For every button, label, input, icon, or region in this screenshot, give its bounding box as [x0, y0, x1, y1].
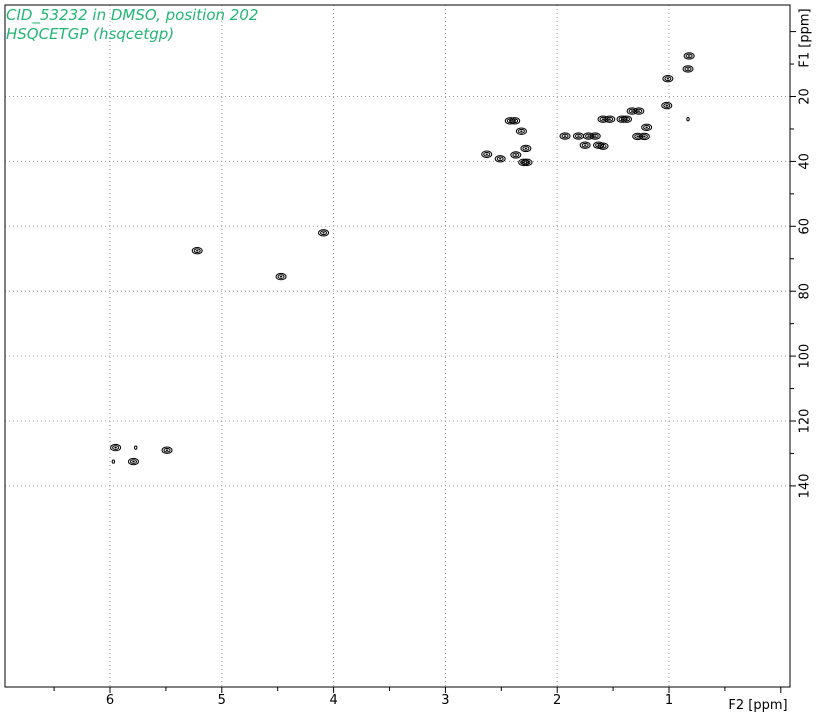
peak-contour [626, 107, 638, 115]
y-tick-label: 140 [798, 473, 813, 498]
peak-contour [127, 457, 139, 466]
x-tick-label: 4 [329, 693, 337, 708]
y-tick-label: 40 [798, 153, 813, 170]
peak-contour [191, 246, 203, 255]
experiment-subtitle: HSQCETGP (hsqcetgp) [6, 25, 175, 43]
peak-contour [597, 115, 609, 123]
x-tick-label: 2 [553, 693, 561, 708]
peak-contour [520, 144, 532, 153]
x-tick-label: 1 [665, 693, 673, 708]
peak-contour [481, 150, 493, 158]
peak-contour [110, 443, 122, 452]
x-tick-label: 6 [106, 693, 114, 708]
peak-contour [682, 65, 694, 73]
peak-contour [161, 446, 173, 454]
peak-contour [572, 132, 584, 140]
grid-layer [5, 5, 790, 687]
peak-contour [589, 132, 601, 140]
peak-contour [641, 123, 653, 132]
plot-frame [4, 4, 791, 688]
peak-contour [686, 117, 690, 122]
peak-contour [633, 107, 645, 115]
peak-layer [110, 52, 695, 466]
peak-contour [275, 272, 287, 281]
y-tick-label: 20 [798, 88, 813, 105]
y-tick-label: 120 [798, 409, 813, 434]
peak-contour [521, 158, 533, 167]
x-tick-label: 5 [218, 693, 226, 708]
peak-contour [134, 445, 138, 450]
peak-contour [593, 141, 605, 149]
peak-contour [318, 229, 330, 237]
peak-contour [111, 459, 116, 464]
peak-contour [661, 101, 673, 110]
peak-contour [604, 115, 616, 123]
peak-contour [616, 115, 628, 123]
peak-contour [638, 132, 650, 141]
peak-contour [494, 155, 506, 163]
peak-contour [510, 151, 522, 159]
peak-contour [579, 141, 591, 149]
spectrum-title: CID_53232 in DMSO, position 202 [6, 6, 259, 24]
axis-layer: 6 5 4 3 2 1 F2 [ppm] 20 40 60 80 100 120 140 F1 [ppm] [4, 4, 813, 713]
peak-contour [683, 52, 695, 60]
x-axis-label: F2 [ppm] [728, 698, 787, 713]
y-tick-label: 100 [798, 344, 813, 369]
y-tick-label: 60 [798, 218, 813, 235]
x-tick-label: 3 [441, 693, 449, 708]
peak-contour [662, 74, 674, 83]
peak-contour [583, 132, 595, 140]
peak-contour [632, 132, 644, 141]
y-axis-label: F1 [ppm] [798, 8, 813, 67]
y-tick-label: 80 [798, 283, 813, 300]
peak-contour [559, 132, 571, 140]
peak-contour [504, 117, 516, 125]
peak-contour [515, 127, 527, 135]
